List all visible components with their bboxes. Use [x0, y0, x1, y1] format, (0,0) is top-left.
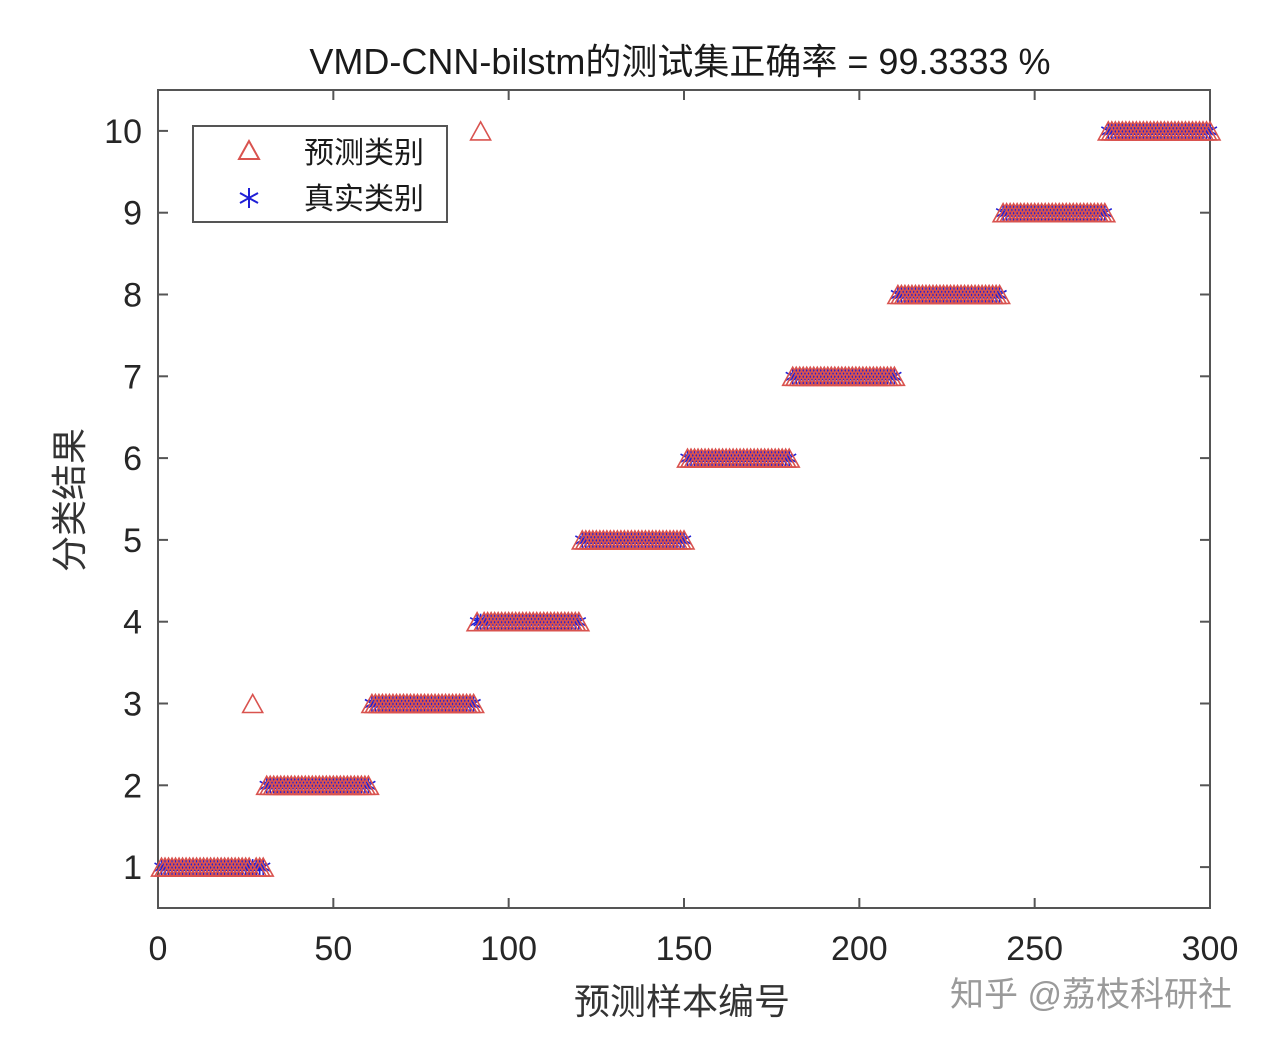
triangle-icon — [237, 138, 261, 160]
y-axis-label: 分类结果 — [49, 428, 90, 572]
x-tick-label: 100 — [480, 930, 537, 968]
predicted-class-series — [150, 120, 1222, 877]
x-tick-label: 50 — [314, 930, 352, 968]
x-tick-label: 250 — [1006, 930, 1063, 968]
y-tick-label: 8 — [123, 277, 142, 315]
watermark: 知乎 @荔枝科研社 — [950, 976, 1232, 1014]
asterisk-icon — [239, 188, 259, 208]
plot-area — [157, 89, 1211, 909]
x-axis: 0 50 100 150 200 250 300 — [149, 90, 1239, 968]
y-tick-label: 3 — [123, 686, 142, 724]
x-tick-label: 200 — [831, 930, 888, 968]
legend-true-label: 真实类别 — [304, 183, 424, 216]
y-tick-label: 10 — [104, 113, 142, 151]
y-tick-label: 5 — [123, 522, 142, 560]
y-tick-label: 7 — [123, 358, 142, 396]
y-tick-label: 9 — [123, 195, 142, 233]
x-tick-label: 0 — [149, 930, 168, 968]
y-tick-label: 1 — [123, 849, 142, 887]
y-tick-label: 2 — [123, 767, 142, 805]
legend-predicted-label: 预测类别 — [304, 137, 424, 170]
x-tick-label: 150 — [656, 930, 713, 968]
x-tick-label: 300 — [1182, 930, 1239, 968]
legend-box — [192, 125, 448, 223]
y-tick-label: 6 — [123, 440, 142, 478]
chart-title: VMD-CNN-bilstm的测试集正确率 = 99.3333 % — [309, 41, 1050, 82]
legend: 预测类别 真实类别 — [192, 125, 448, 223]
y-tick-label: 4 — [123, 604, 142, 642]
x-axis-label: 预测样本编号 — [574, 981, 790, 1022]
